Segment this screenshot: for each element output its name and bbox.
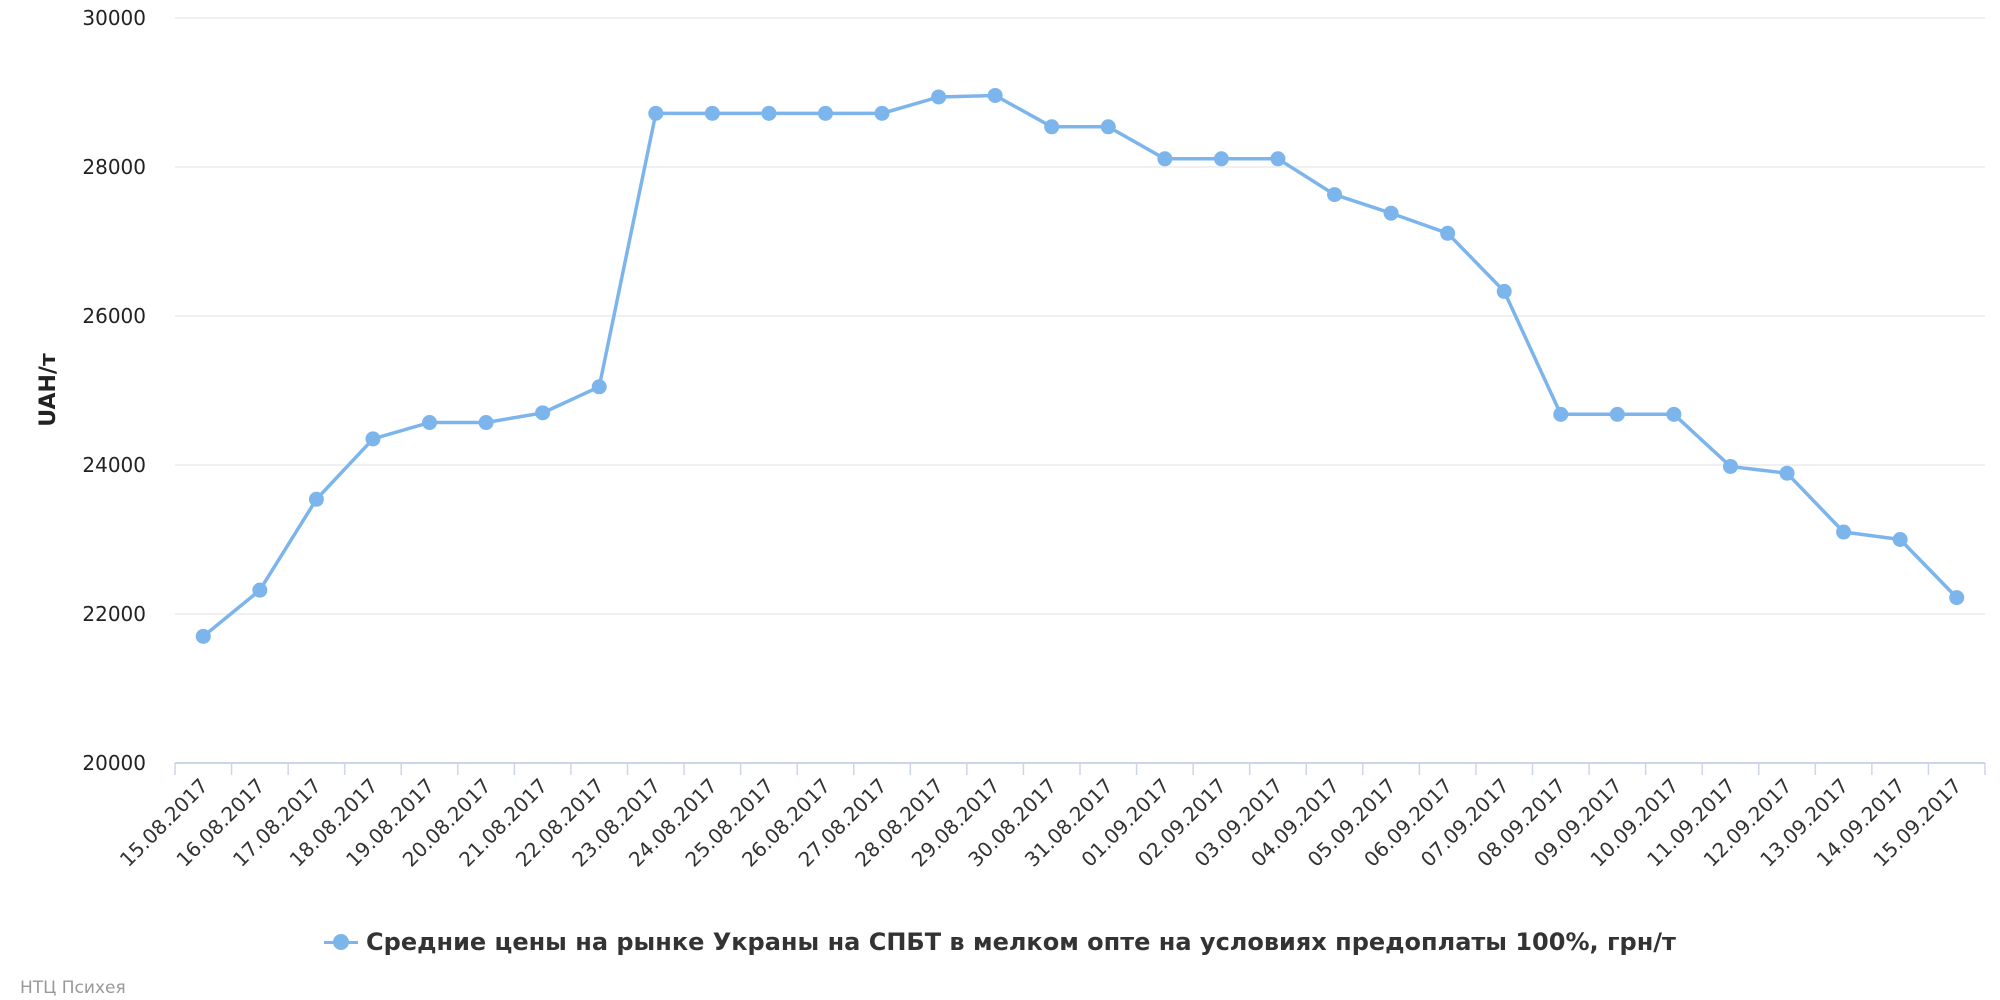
y-axis-tick-labels: 20000 22000 24000 26000 28000 30000 [82, 6, 146, 775]
data-point[interactable] [1270, 151, 1286, 167]
data-point[interactable] [1496, 283, 1512, 299]
data-point[interactable] [648, 105, 664, 121]
y-tick-label: 20000 [82, 751, 146, 775]
y-tick-label: 24000 [82, 453, 146, 477]
y-tick-label: 28000 [82, 155, 146, 179]
data-point[interactable] [1609, 406, 1625, 422]
data-point[interactable] [931, 89, 947, 105]
series-line [201, 93, 1959, 639]
legend: Средние цены на рынке Украны на СПБТ в м… [0, 925, 2000, 962]
data-point[interactable] [1157, 151, 1173, 167]
data-point[interactable] [1666, 406, 1682, 422]
data-point[interactable] [1553, 406, 1569, 422]
y-axis-title: UAH/т [36, 353, 61, 427]
data-point[interactable] [195, 628, 211, 644]
grid-lines [175, 17, 1985, 615]
data-point[interactable] [761, 105, 777, 121]
data-point[interactable] [874, 105, 890, 121]
x-axis [174, 762, 1986, 775]
data-point[interactable] [1722, 458, 1738, 474]
data-point[interactable] [704, 105, 720, 121]
y-tick-label: 26000 [82, 304, 146, 328]
y-tick-label: 30000 [82, 6, 146, 30]
data-point[interactable] [1779, 465, 1795, 481]
data-point[interactable] [422, 415, 438, 431]
data-point[interactable] [987, 87, 1003, 103]
y-tick-label: 22000 [82, 602, 146, 626]
data-point[interactable] [1213, 151, 1229, 167]
data-point[interactable] [1892, 532, 1908, 547]
data-series [195, 87, 1965, 644]
x-axis-tick-labels: 15.08.201716.08.201717.08.201718.08.2017… [115, 774, 1966, 872]
data-point[interactable] [1100, 119, 1116, 135]
data-point[interactable] [308, 491, 324, 507]
legend-label: Средние цены на рынке Украны на СПБТ в м… [366, 928, 1676, 956]
legend-item[interactable]: Средние цены на рынке Украны на СПБТ в м… [324, 925, 1676, 959]
credits-text: НТЦ Психея [20, 978, 126, 998]
data-point[interactable] [1383, 205, 1399, 221]
legend-marker-icon [324, 934, 359, 950]
data-point[interactable] [591, 379, 607, 395]
data-point[interactable] [817, 105, 833, 121]
data-point[interactable] [365, 431, 381, 447]
data-point[interactable] [535, 405, 551, 421]
data-point[interactable] [1440, 225, 1456, 241]
data-point[interactable] [1836, 524, 1852, 540]
data-point[interactable] [478, 415, 494, 431]
data-point[interactable] [1044, 119, 1060, 135]
data-point[interactable] [1949, 590, 1965, 606]
data-point[interactable] [1327, 187, 1343, 203]
data-point[interactable] [252, 582, 268, 598]
